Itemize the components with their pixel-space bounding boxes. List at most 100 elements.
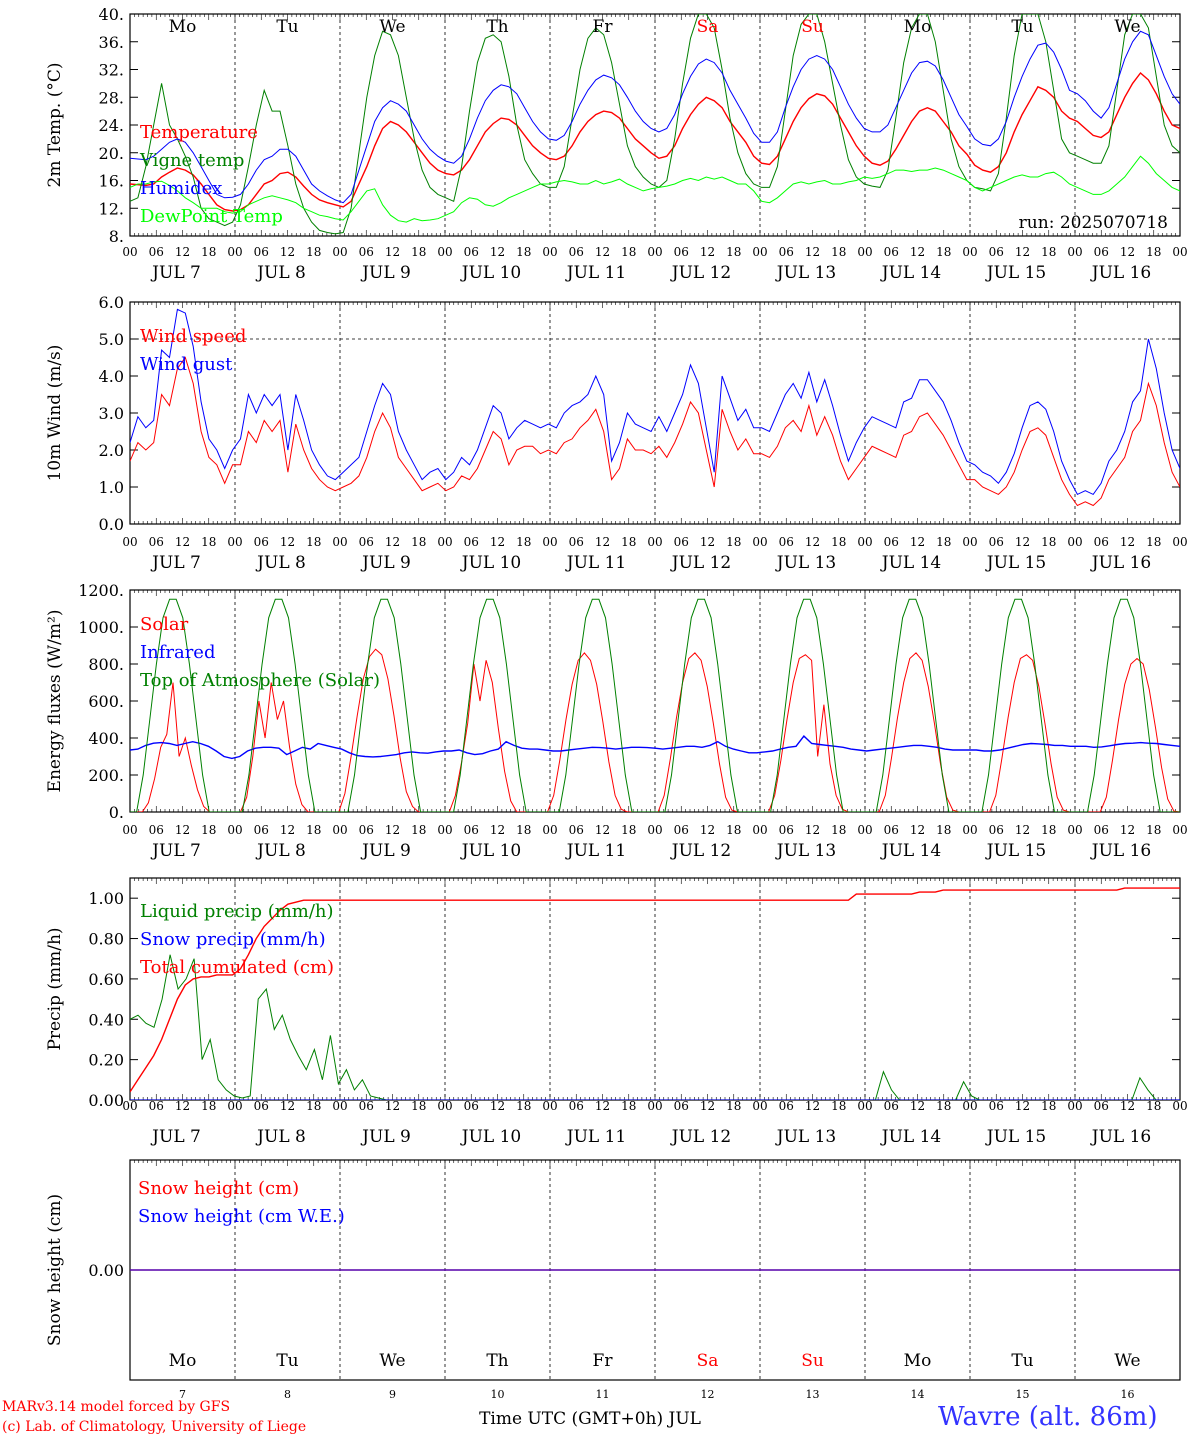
x-hour-label: 06	[569, 1099, 584, 1113]
series-line-wind-gust	[130, 308, 1180, 496]
x-hour-label: 18	[411, 245, 426, 259]
x-hour-label: 18	[936, 535, 951, 549]
x-hour-label: 00	[1172, 245, 1187, 259]
x-hour-label: 12	[280, 823, 295, 837]
y-tick-label: 28.	[99, 88, 124, 107]
x-hour-label: 18	[726, 245, 741, 259]
y-axis-title: 2m Temp. (°C)	[45, 62, 65, 187]
x-hour-label: 00	[857, 1099, 872, 1113]
x-hour-label: 12	[1120, 823, 1135, 837]
legend-entry: Vigne temp	[139, 150, 244, 171]
x-day-label: JUL 12	[670, 1127, 731, 1147]
x-hour-label: 06	[149, 1099, 164, 1113]
x-hour-label: 12	[700, 1099, 715, 1113]
x-hour-label: 12	[385, 1099, 400, 1113]
legend-entry: Snow precip (mm/h)	[140, 929, 326, 950]
x-day-label: JUL 10	[460, 553, 521, 573]
x-hour-label: 06	[254, 245, 269, 259]
x-hour-label: 06	[149, 535, 164, 549]
weekday-label: Tu	[1011, 17, 1033, 37]
x-hour-label: 12	[490, 245, 505, 259]
x-hour-label: 00	[542, 535, 557, 549]
x-hour-label: 12	[175, 823, 190, 837]
day-number-label: 16	[1121, 1388, 1135, 1401]
y-axis-title: Precip (mm/h)	[45, 927, 65, 1050]
legend-entry: Liquid precip (mm/h)	[140, 901, 334, 922]
legend-entry: Temperature	[140, 122, 258, 143]
x-day-label: JUL 16	[1090, 1127, 1151, 1147]
y-tick-label: 600.	[88, 692, 124, 711]
y-tick-label: 0.20	[88, 1051, 124, 1070]
series-group	[130, 14, 1180, 235]
series-group	[130, 887, 1180, 1100]
legend-entry: Infrared	[140, 642, 215, 663]
x-day-label: JUL 8	[255, 841, 306, 861]
x-day-label: JUL 10	[460, 263, 521, 283]
x-hour-label: 06	[989, 1099, 1004, 1113]
x-day-label: JUL 7	[150, 1127, 201, 1147]
y-tick-label: 1.0	[99, 478, 124, 497]
y-tick-label: 0.40	[88, 1010, 124, 1029]
x-hour-label: 00	[1067, 823, 1082, 837]
x-hour-label: 00	[122, 823, 137, 837]
y-tick-label: 0.00	[88, 1261, 124, 1280]
x-hour-label: 18	[936, 1099, 951, 1113]
series-line-vigne-temp	[130, 14, 1180, 235]
x-hour-label: 00	[647, 823, 662, 837]
x-day-label: JUL 7	[150, 553, 201, 573]
x-hour-label: 18	[621, 245, 636, 259]
x-hour-label: 06	[254, 823, 269, 837]
x-hour-label: 06	[779, 1099, 794, 1113]
x-hour-label: 12	[175, 1099, 190, 1113]
series-group	[130, 598, 1180, 812]
x-hour-label: 00	[647, 535, 662, 549]
x-day-label: JUL 14	[880, 1127, 941, 1147]
x-day-label: JUL 9	[360, 263, 411, 283]
weekday-label: We	[1114, 17, 1140, 37]
x-hour-label: 18	[306, 1099, 321, 1113]
x-hour-label: 12	[805, 535, 820, 549]
x-hour-label: 06	[569, 823, 584, 837]
y-tick-label: 1200.	[78, 581, 124, 600]
x-day-label: JUL 14	[880, 263, 941, 283]
x-hour-label: 06	[464, 823, 479, 837]
x-hour-label: 12	[595, 1099, 610, 1113]
legend-entry: DewPoint Temp	[140, 206, 283, 227]
x-hour-label: 12	[910, 1099, 925, 1113]
x-day-label: JUL 13	[775, 1127, 836, 1147]
x-hour-label: 00	[227, 245, 242, 259]
x-hour-label: 12	[280, 1099, 295, 1113]
x-day-label: JUL 9	[360, 553, 411, 573]
x-hour-label: 00	[962, 245, 977, 259]
x-hour-label: 12	[595, 823, 610, 837]
x-hour-label: 00	[542, 823, 557, 837]
x-hour-label: 06	[989, 823, 1004, 837]
y-tick-label: 0.0	[99, 515, 124, 534]
weekday-label: We	[379, 1351, 405, 1371]
x-hour-label: 12	[700, 245, 715, 259]
y-axis-title: Energy fluxes (W/m²)	[45, 610, 65, 793]
x-day-label: JUL 10	[460, 1127, 521, 1147]
x-hour-label: 18	[1041, 245, 1056, 259]
x-hour-label: 18	[1146, 823, 1161, 837]
x-hour-label: 00	[1172, 1099, 1187, 1113]
weekday-label: Th	[486, 1351, 508, 1371]
x-day-label: JUL 15	[985, 841, 1046, 861]
x-hour-label: 06	[464, 245, 479, 259]
x-hour-label: 18	[726, 823, 741, 837]
x-day-label: JUL 8	[255, 263, 306, 283]
x-hour-label: 18	[831, 823, 846, 837]
x-hour-label: 06	[674, 245, 689, 259]
x-hour-label: 06	[359, 1099, 374, 1113]
day-number-label: 9	[389, 1388, 396, 1401]
legend-entry: Snow height (cm)	[138, 1178, 299, 1199]
x-hour-label: 12	[700, 535, 715, 549]
legend-entry: Top of Atmosphere (Solar)	[140, 670, 380, 691]
x-hour-label: 12	[595, 535, 610, 549]
x-day-label: JUL 12	[670, 263, 731, 283]
x-hour-label: 06	[884, 245, 899, 259]
panel-2: 0.0 1.0 2.0 3.0 4.0 5.0 6.0 10m Wind (m/s) Wind …	[45, 293, 1188, 573]
x-hour-label: 06	[989, 245, 1004, 259]
x-hour-label: 00	[1067, 245, 1082, 259]
x-hour-label: 06	[254, 535, 269, 549]
